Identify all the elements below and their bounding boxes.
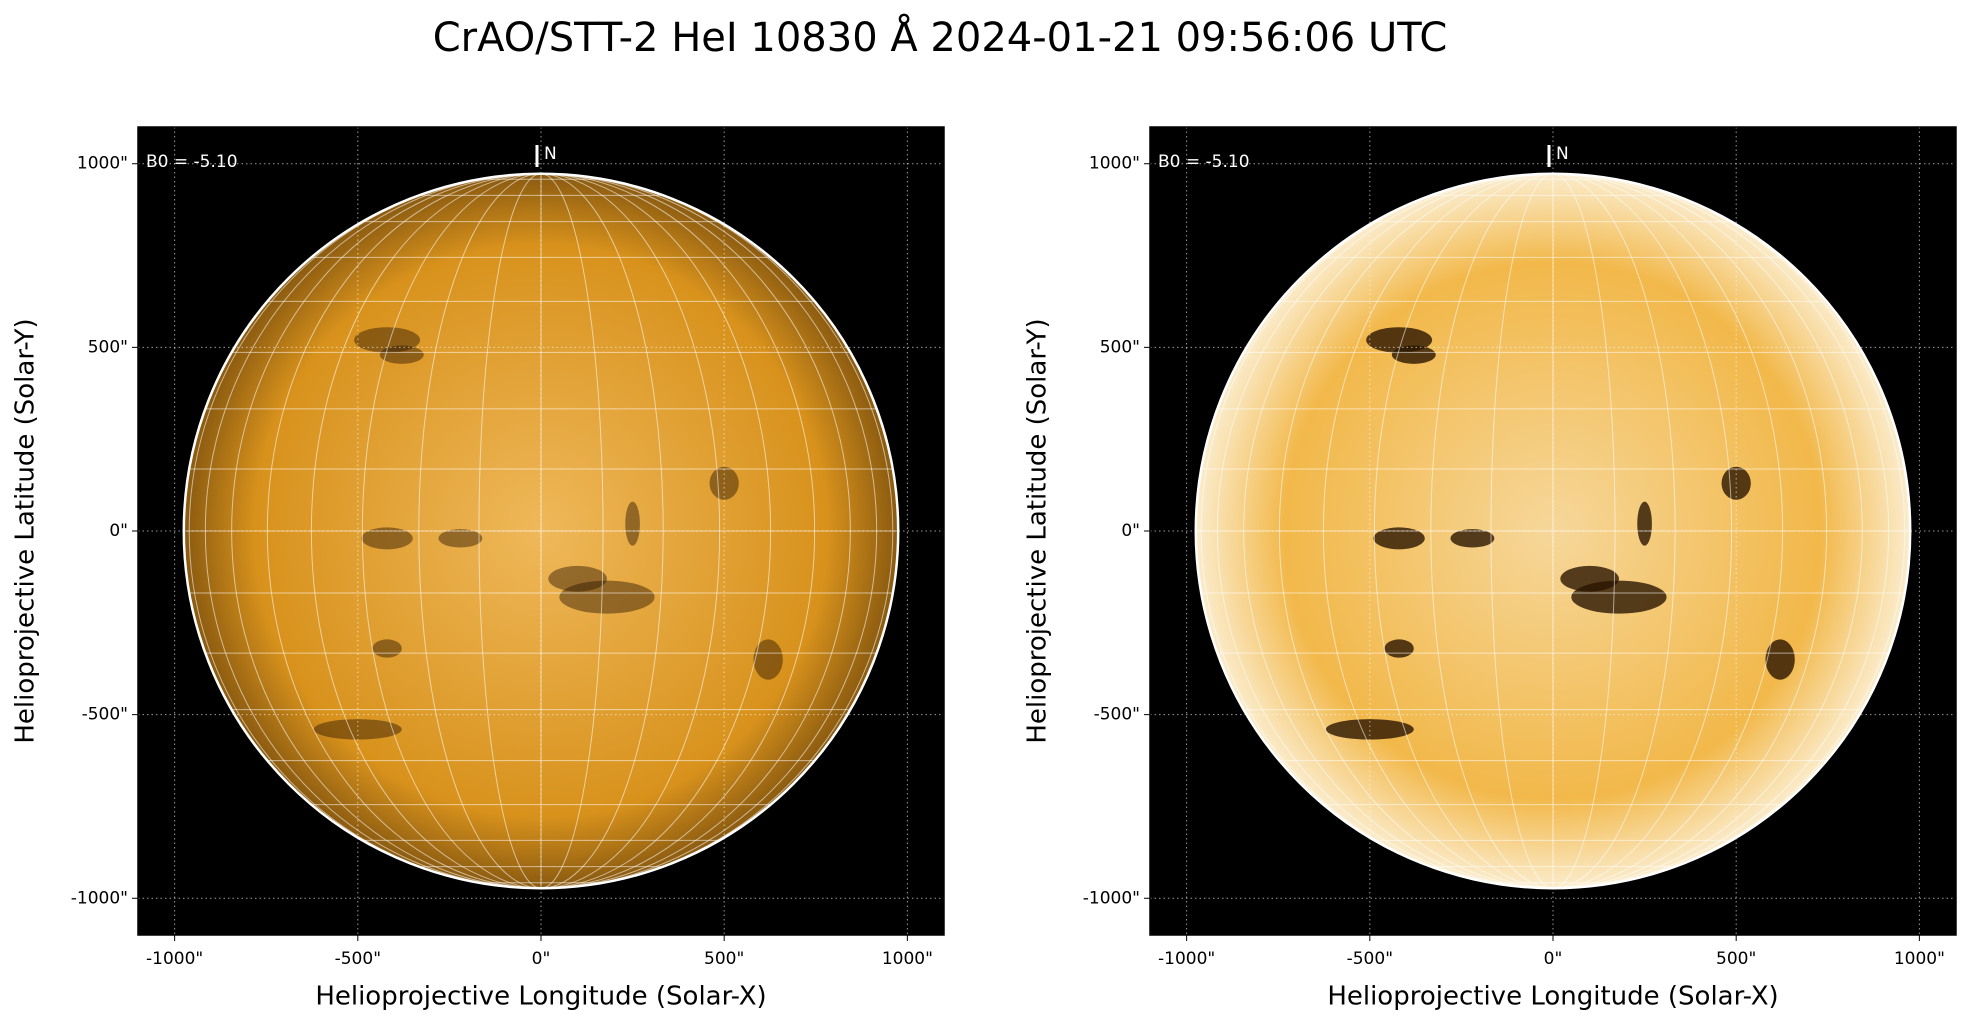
y-axis-label: Helioprojective Latitude (Solar-Y) [1023,318,1053,743]
x-tick-label: 1000" [1894,949,1945,969]
panel: -1000" -500" 0" 500" 1000" -1000" -500" 0" 500" 1… [1023,126,1957,1012]
b0-annotation: B0 = -5.10 [146,152,238,172]
figure-title: CrAO/STT-2 HeI 10830 Å 2024-01-21 09:56:… [433,13,1448,61]
north-label: N [1556,144,1569,164]
y-tick-label: 1000" [77,154,128,174]
y-tick-label: 500" [88,337,128,357]
plot-frame [1149,126,1957,936]
x-tick-label: -500" [1347,949,1393,969]
x-tick-label: 1000" [882,949,933,969]
x-tick-label: 0" [532,949,551,969]
plot-frame [137,126,945,936]
x-tick-label: -1000" [146,949,203,969]
y-tick-label: -1000" [1083,888,1140,908]
x-axis-label: Helioprojective Longitude (Solar-X) [1327,982,1778,1012]
north-label: N [544,144,557,164]
x-axis-label: Helioprojective Longitude (Solar-X) [315,982,766,1012]
heliographic-grid [1195,173,1911,889]
y-tick-label: -500" [1094,705,1140,725]
disk-features [313,327,783,740]
x-tick-label: -1000" [1158,949,1215,969]
heliographic-grid [183,173,899,889]
y-tick-label: 500" [1100,337,1140,357]
y-tick-label: -1000" [71,888,128,908]
x-tick-label: 500" [704,949,744,969]
y-tick-label: 0" [109,521,128,541]
panel: -1000" -500" 0" 500" 1000" -1000" -500" 0" 500" 1… [11,126,945,1012]
b0-annotation: B0 = -5.10 [1158,152,1250,172]
disk-features [1325,327,1795,740]
y-axis-label: Helioprojective Latitude (Solar-Y) [11,318,41,743]
x-tick-label: 0" [1544,949,1563,969]
x-tick-label: 500" [1716,949,1756,969]
y-tick-label: 0" [1121,521,1140,541]
x-tick-label: -500" [335,949,381,969]
y-tick-label: 1000" [1089,154,1140,174]
y-tick-label: -500" [82,705,128,725]
